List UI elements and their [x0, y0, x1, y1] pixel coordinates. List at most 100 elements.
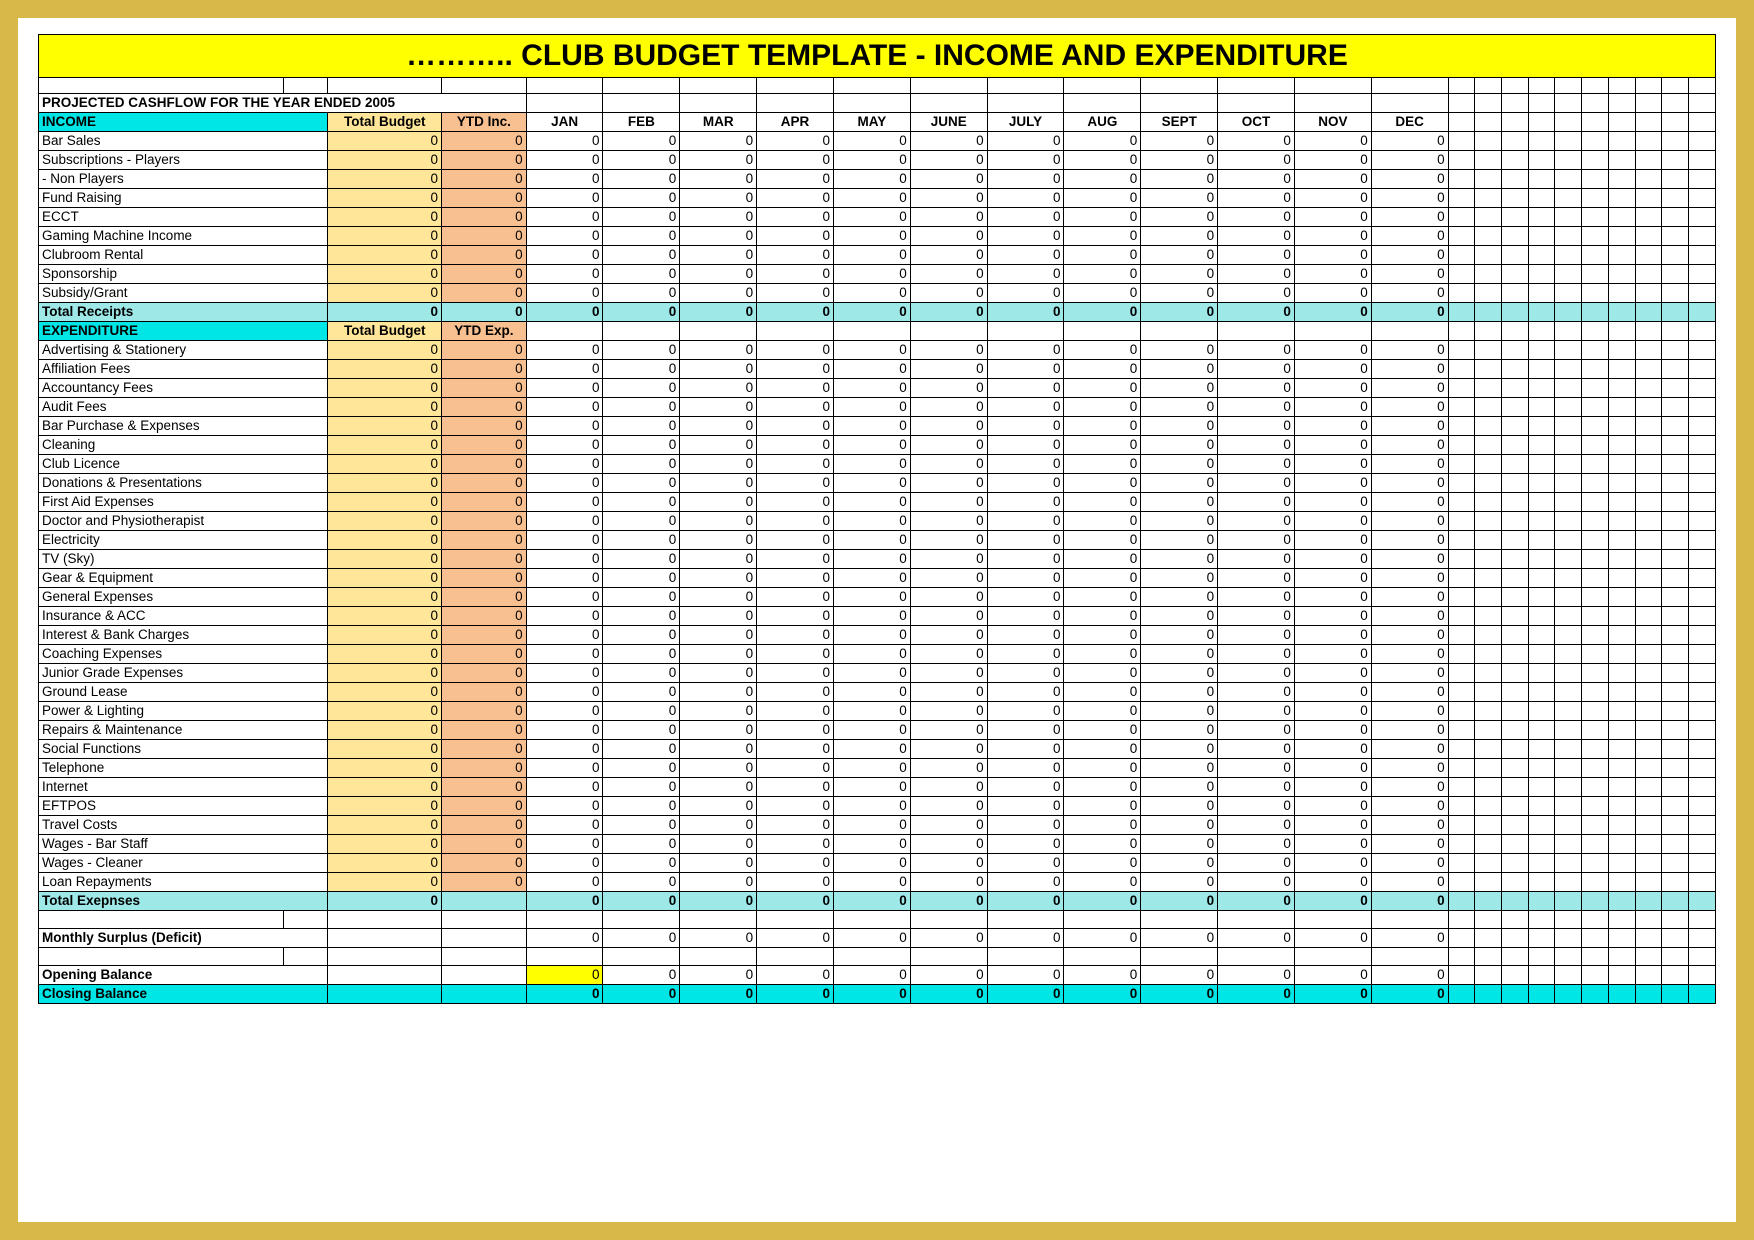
income-row-1-m11[interactable]: 0 [1371, 151, 1448, 170]
exp-row-4-m4[interactable]: 0 [833, 417, 910, 436]
exp-row-17-m3[interactable]: 0 [757, 664, 834, 683]
income-row-4-m3[interactable]: 0 [757, 208, 834, 227]
exp-row-7-m11[interactable]: 0 [1371, 474, 1448, 493]
exp-row-17-m9[interactable]: 0 [1218, 664, 1295, 683]
exp-row-19-m2[interactable]: 0 [680, 702, 757, 721]
exp-row-10-m11[interactable]: 0 [1371, 531, 1448, 550]
income-row-5-m7[interactable]: 0 [1064, 227, 1141, 246]
exp-row-9-m11[interactable]: 0 [1371, 512, 1448, 531]
exp-row-12-m3[interactable]: 0 [757, 569, 834, 588]
exp-row-budget-18[interactable]: 0 [328, 683, 442, 702]
exp-row-21-m0[interactable]: 0 [526, 740, 603, 759]
exp-row-15-m11[interactable]: 0 [1371, 626, 1448, 645]
exp-row-budget-16[interactable]: 0 [328, 645, 442, 664]
income-row-7-m11[interactable]: 0 [1371, 265, 1448, 284]
income-row-5-m0[interactable]: 0 [526, 227, 603, 246]
exp-row-7-m8[interactable]: 0 [1141, 474, 1218, 493]
exp-row-26-m3[interactable]: 0 [757, 835, 834, 854]
income-row-3-m0[interactable]: 0 [526, 189, 603, 208]
income-row-8-m9[interactable]: 0 [1218, 284, 1295, 303]
exp-row-21-m1[interactable]: 0 [603, 740, 680, 759]
exp-row-14-m9[interactable]: 0 [1218, 607, 1295, 626]
exp-row-10-m0[interactable]: 0 [526, 531, 603, 550]
exp-row-5-m1[interactable]: 0 [603, 436, 680, 455]
exp-row-4-m1[interactable]: 0 [603, 417, 680, 436]
exp-row-21-m10[interactable]: 0 [1294, 740, 1371, 759]
exp-row-1-m8[interactable]: 0 [1141, 360, 1218, 379]
exp-row-16-m11[interactable]: 0 [1371, 645, 1448, 664]
exp-row-16-m7[interactable]: 0 [1064, 645, 1141, 664]
exp-row-2-m1[interactable]: 0 [603, 379, 680, 398]
exp-row-12-m8[interactable]: 0 [1141, 569, 1218, 588]
exp-row-2-m4[interactable]: 0 [833, 379, 910, 398]
exp-row-1-m3[interactable]: 0 [757, 360, 834, 379]
exp-row-0-m10[interactable]: 0 [1294, 341, 1371, 360]
exp-row-14-m11[interactable]: 0 [1371, 607, 1448, 626]
income-row-2-m3[interactable]: 0 [757, 170, 834, 189]
income-row-budget-3[interactable]: 0 [328, 189, 442, 208]
exp-row-14-m4[interactable]: 0 [833, 607, 910, 626]
exp-row-13-m3[interactable]: 0 [757, 588, 834, 607]
exp-row-13-m8[interactable]: 0 [1141, 588, 1218, 607]
exp-row-10-m3[interactable]: 0 [757, 531, 834, 550]
exp-row-25-m11[interactable]: 0 [1371, 816, 1448, 835]
exp-row-17-m10[interactable]: 0 [1294, 664, 1371, 683]
income-row-0-m4[interactable]: 0 [833, 132, 910, 151]
income-row-7-m9[interactable]: 0 [1218, 265, 1295, 284]
exp-row-18-m0[interactable]: 0 [526, 683, 603, 702]
exp-row-3-m1[interactable]: 0 [603, 398, 680, 417]
exp-row-22-m8[interactable]: 0 [1141, 759, 1218, 778]
exp-row-3-m4[interactable]: 0 [833, 398, 910, 417]
exp-row-17-m2[interactable]: 0 [680, 664, 757, 683]
exp-row-6-m9[interactable]: 0 [1218, 455, 1295, 474]
exp-row-4-m5[interactable]: 0 [910, 417, 987, 436]
exp-row-0-m6[interactable]: 0 [987, 341, 1064, 360]
exp-row-27-m5[interactable]: 0 [910, 854, 987, 873]
exp-row-20-m1[interactable]: 0 [603, 721, 680, 740]
exp-row-4-m11[interactable]: 0 [1371, 417, 1448, 436]
exp-row-budget-8[interactable]: 0 [328, 493, 442, 512]
income-row-3-m1[interactable]: 0 [603, 189, 680, 208]
exp-row-18-m11[interactable]: 0 [1371, 683, 1448, 702]
exp-row-20-m7[interactable]: 0 [1064, 721, 1141, 740]
exp-row-2-m5[interactable]: 0 [910, 379, 987, 398]
exp-row-0-m9[interactable]: 0 [1218, 341, 1295, 360]
income-row-5-m11[interactable]: 0 [1371, 227, 1448, 246]
exp-row-1-m1[interactable]: 0 [603, 360, 680, 379]
exp-row-10-m4[interactable]: 0 [833, 531, 910, 550]
exp-row-2-m10[interactable]: 0 [1294, 379, 1371, 398]
income-row-7-m4[interactable]: 0 [833, 265, 910, 284]
exp-row-20-m5[interactable]: 0 [910, 721, 987, 740]
income-row-3-m7[interactable]: 0 [1064, 189, 1141, 208]
exp-row-2-m8[interactable]: 0 [1141, 379, 1218, 398]
exp-row-24-m5[interactable]: 0 [910, 797, 987, 816]
exp-row-28-m2[interactable]: 0 [680, 873, 757, 892]
income-row-1-m8[interactable]: 0 [1141, 151, 1218, 170]
exp-row-4-m10[interactable]: 0 [1294, 417, 1371, 436]
income-row-2-m4[interactable]: 0 [833, 170, 910, 189]
exp-row-12-m11[interactable]: 0 [1371, 569, 1448, 588]
exp-row-23-m11[interactable]: 0 [1371, 778, 1448, 797]
exp-row-8-m3[interactable]: 0 [757, 493, 834, 512]
exp-row-28-m10[interactable]: 0 [1294, 873, 1371, 892]
exp-row-14-m10[interactable]: 0 [1294, 607, 1371, 626]
exp-row-27-m10[interactable]: 0 [1294, 854, 1371, 873]
exp-row-10-m1[interactable]: 0 [603, 531, 680, 550]
exp-row-18-m2[interactable]: 0 [680, 683, 757, 702]
exp-row-10-m2[interactable]: 0 [680, 531, 757, 550]
exp-row-10-m9[interactable]: 0 [1218, 531, 1295, 550]
exp-row-27-m7[interactable]: 0 [1064, 854, 1141, 873]
exp-row-14-m6[interactable]: 0 [987, 607, 1064, 626]
exp-row-16-m4[interactable]: 0 [833, 645, 910, 664]
exp-row-5-m2[interactable]: 0 [680, 436, 757, 455]
exp-row-19-m6[interactable]: 0 [987, 702, 1064, 721]
exp-row-8-m9[interactable]: 0 [1218, 493, 1295, 512]
income-row-2-m10[interactable]: 0 [1294, 170, 1371, 189]
income-row-budget-5[interactable]: 0 [328, 227, 442, 246]
exp-row-10-m8[interactable]: 0 [1141, 531, 1218, 550]
income-row-2-m9[interactable]: 0 [1218, 170, 1295, 189]
exp-row-8-m10[interactable]: 0 [1294, 493, 1371, 512]
exp-row-21-m8[interactable]: 0 [1141, 740, 1218, 759]
income-row-5-m5[interactable]: 0 [910, 227, 987, 246]
exp-row-2-m7[interactable]: 0 [1064, 379, 1141, 398]
